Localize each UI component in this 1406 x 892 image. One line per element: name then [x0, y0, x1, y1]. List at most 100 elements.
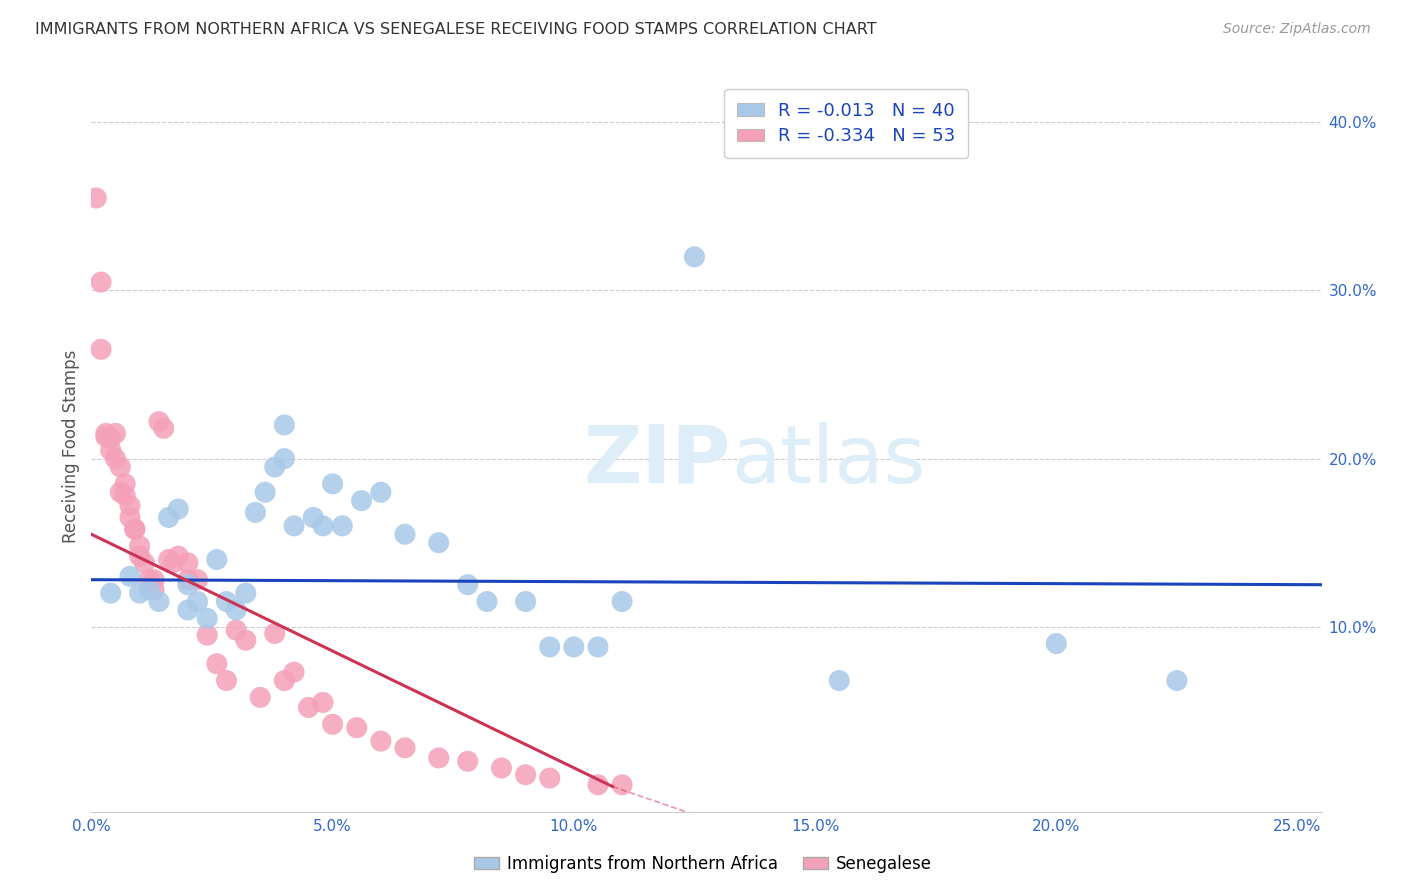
Point — [177, 556, 200, 570]
Point — [427, 751, 450, 765]
Point — [90, 343, 112, 357]
Point — [177, 573, 200, 587]
Point — [100, 586, 122, 600]
Point — [283, 519, 305, 533]
Point — [515, 594, 537, 608]
Text: Source: ZipAtlas.com: Source: ZipAtlas.com — [1223, 22, 1371, 37]
Point — [610, 594, 633, 608]
Point — [538, 640, 561, 654]
Point — [167, 502, 190, 516]
Point — [457, 578, 479, 592]
Point — [312, 695, 335, 709]
Point — [254, 485, 277, 500]
Point — [283, 665, 305, 680]
Point — [491, 761, 513, 775]
Point — [138, 573, 160, 587]
Point — [273, 451, 295, 466]
Point — [128, 586, 150, 600]
Point — [162, 556, 184, 570]
Point — [586, 640, 609, 654]
Point — [683, 250, 706, 264]
Point — [100, 432, 122, 446]
Point — [110, 460, 132, 475]
Point — [1045, 636, 1067, 650]
Point — [263, 460, 285, 475]
Point — [205, 552, 228, 566]
Point — [90, 275, 112, 289]
Point — [94, 430, 117, 444]
Point — [157, 552, 180, 566]
Point — [128, 539, 150, 553]
Text: atlas: atlas — [731, 422, 925, 500]
Point — [350, 493, 373, 508]
Point — [312, 519, 335, 533]
Point — [515, 768, 537, 782]
Point — [394, 740, 416, 755]
Point — [195, 628, 218, 642]
Y-axis label: Receiving Food Stamps: Receiving Food Stamps — [62, 350, 80, 542]
Point — [249, 690, 271, 705]
Point — [457, 754, 479, 768]
Point — [562, 640, 585, 654]
Point — [177, 578, 200, 592]
Point — [104, 426, 127, 441]
Point — [114, 489, 136, 503]
Point — [186, 573, 208, 587]
Point — [245, 505, 267, 519]
Point — [195, 611, 218, 625]
Point — [225, 603, 247, 617]
Point — [84, 191, 107, 205]
Point — [346, 721, 368, 735]
Point — [828, 673, 851, 688]
Point — [118, 569, 141, 583]
Point — [273, 673, 295, 688]
Point — [235, 586, 257, 600]
Point — [110, 485, 132, 500]
Text: ZIP: ZIP — [583, 422, 731, 500]
Point — [1166, 673, 1188, 688]
Point — [134, 556, 156, 570]
Point — [297, 700, 319, 714]
Point — [104, 451, 127, 466]
Point — [118, 510, 141, 524]
Point — [586, 778, 609, 792]
Point — [157, 510, 180, 524]
Point — [124, 522, 146, 536]
Point — [215, 594, 238, 608]
Point — [235, 633, 257, 648]
Text: IMMIGRANTS FROM NORTHERN AFRICA VS SENEGALESE RECEIVING FOOD STAMPS CORRELATION : IMMIGRANTS FROM NORTHERN AFRICA VS SENEG… — [35, 22, 877, 37]
Point — [322, 476, 344, 491]
Point — [100, 443, 122, 458]
Point — [370, 734, 392, 748]
Point — [475, 594, 498, 608]
Point — [215, 673, 238, 688]
Point — [273, 417, 295, 432]
Point — [128, 549, 150, 563]
Point — [114, 476, 136, 491]
Legend: Immigrants from Northern Africa, Senegalese: Immigrants from Northern Africa, Senegal… — [467, 848, 939, 880]
Point — [177, 603, 200, 617]
Point — [394, 527, 416, 541]
Point — [610, 778, 633, 792]
Point — [225, 623, 247, 637]
Point — [263, 626, 285, 640]
Point — [167, 549, 190, 563]
Point — [138, 582, 160, 597]
Point — [94, 426, 117, 441]
Point — [143, 573, 166, 587]
Point — [205, 657, 228, 671]
Point — [148, 594, 170, 608]
Point — [322, 717, 344, 731]
Point — [152, 421, 174, 435]
Point — [118, 499, 141, 513]
Point — [148, 415, 170, 429]
Point — [538, 771, 561, 785]
Legend: R = -0.013   N = 40, R = -0.334   N = 53: R = -0.013 N = 40, R = -0.334 N = 53 — [724, 89, 969, 158]
Point — [186, 594, 208, 608]
Point — [143, 582, 166, 597]
Point — [124, 522, 146, 536]
Point — [370, 485, 392, 500]
Point — [427, 535, 450, 549]
Point — [330, 519, 353, 533]
Point — [302, 510, 325, 524]
